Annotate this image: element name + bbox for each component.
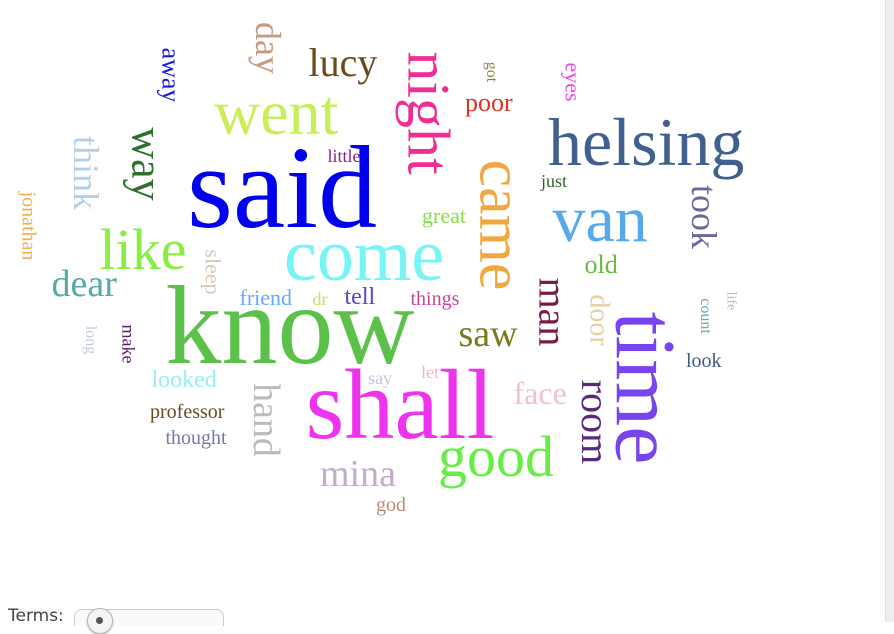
word-took[interactable]: took xyxy=(684,184,725,250)
word-room[interactable]: room xyxy=(573,379,619,465)
word-came[interactable]: came xyxy=(465,159,534,291)
word-van[interactable]: van xyxy=(552,183,648,256)
word-eyes[interactable]: eyes xyxy=(560,62,586,102)
word-just[interactable]: just xyxy=(541,171,568,191)
word-dr[interactable]: dr xyxy=(312,289,328,309)
word-man[interactable]: man xyxy=(529,277,575,347)
word-lucy[interactable]: lucy xyxy=(308,40,378,85)
word-know[interactable]: know xyxy=(165,264,415,388)
word-cloud: said know shall come time came night helsing van… xyxy=(16,22,745,516)
word-make[interactable]: make xyxy=(117,324,138,364)
word-hand[interactable]: hand xyxy=(244,383,287,457)
word-got[interactable]: got xyxy=(483,61,501,83)
word-thought[interactable]: thought xyxy=(165,427,227,449)
terms-label: Terms: xyxy=(8,606,64,626)
word-went[interactable]: went xyxy=(214,77,339,148)
word-saw[interactable]: saw xyxy=(458,313,518,355)
word-think[interactable]: think xyxy=(66,135,107,211)
word-helsing[interactable]: helsing xyxy=(548,104,745,180)
word-old[interactable]: old xyxy=(584,250,618,279)
word-life[interactable]: life xyxy=(722,291,738,311)
word-night[interactable]: night xyxy=(395,51,462,175)
word-mina[interactable]: mina xyxy=(320,453,396,495)
word-door[interactable]: door xyxy=(583,294,615,346)
word-professor[interactable]: professor xyxy=(150,401,225,423)
word-away[interactable]: away xyxy=(155,47,185,103)
word-face[interactable]: face xyxy=(513,375,567,411)
word-friend[interactable]: friend xyxy=(239,285,293,310)
terms-control: Terms: xyxy=(8,606,224,634)
word-count[interactable]: count xyxy=(696,298,714,334)
terms-slider[interactable] xyxy=(73,608,224,634)
word-look[interactable]: look xyxy=(686,350,722,372)
word-way[interactable]: way xyxy=(122,127,172,201)
word-god[interactable]: god xyxy=(376,494,406,516)
word-shall[interactable]: shall xyxy=(305,349,495,460)
word-let[interactable]: let xyxy=(421,362,439,382)
word-good[interactable]: good xyxy=(438,424,554,489)
word-said[interactable]: said xyxy=(187,122,378,253)
word-jonathan[interactable]: jonathan xyxy=(16,191,39,261)
word-things[interactable]: things xyxy=(410,288,460,310)
vertical-scrollbar[interactable] xyxy=(885,0,894,622)
word-long[interactable]: long xyxy=(82,325,100,355)
terms-slider-thumb[interactable] xyxy=(86,608,113,634)
word-little[interactable]: little xyxy=(327,146,361,166)
word-like[interactable]: like xyxy=(99,217,187,282)
word-tell[interactable]: tell xyxy=(344,284,376,310)
word-great[interactable]: great xyxy=(422,203,466,228)
word-poor[interactable]: poor xyxy=(465,88,513,117)
word-dear[interactable]: dear xyxy=(51,263,117,305)
word-say[interactable]: say xyxy=(368,368,392,388)
word-day[interactable]: day xyxy=(247,22,288,74)
word-come[interactable]: come xyxy=(284,215,445,297)
word-sleep[interactable]: sleep xyxy=(200,249,226,295)
word-looked[interactable]: looked xyxy=(151,367,217,393)
